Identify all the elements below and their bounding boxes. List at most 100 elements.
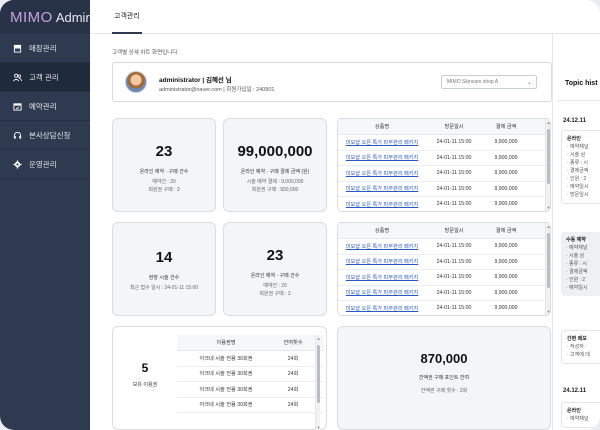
table-row: 미모샵 오픈 특가 피부관리 패키지 24-01-11 15:00 9,900,00… bbox=[338, 239, 550, 255]
sidebar-item-reservations[interactable]: 예약관리 bbox=[0, 92, 90, 121]
payment-amount: 9,900,000 bbox=[494, 258, 518, 265]
product-link[interactable]: 미모샵 오픈 특가 피부관리 패키지 bbox=[345, 155, 419, 162]
visit-datetime: 24-01-11 15:00 bbox=[436, 201, 472, 208]
topic-card-online-2[interactable]: 온라인 · 예약채널 bbox=[561, 402, 600, 428]
table-scrollbar[interactable]: ▲ ▼ bbox=[315, 335, 320, 430]
payment-amount: 9,900,000 bbox=[494, 185, 518, 192]
scroll-up-icon[interactable]: ▲ bbox=[546, 120, 551, 125]
column-header: 결제 금액 bbox=[495, 228, 517, 234]
app-logo[interactable]: MIMO Admin bbox=[0, 0, 93, 34]
product-link[interactable]: 미모샵 오픈 특가 피부관리 패키지 bbox=[345, 259, 419, 266]
scroll-thumb[interactable] bbox=[547, 129, 550, 185]
payment-amount: 9,900,000 bbox=[494, 243, 518, 250]
table-header: 상품명 방문일시 결제 금액 bbox=[338, 119, 550, 135]
product-link[interactable]: 미모샵 오픈 특가 피부관리 패키지 bbox=[345, 290, 419, 297]
topic-line: · 종류 : 시 bbox=[567, 160, 589, 166]
stat-sub: 회원권 구매 : 900,000 bbox=[251, 187, 299, 193]
table-row: 미모샵 오픈 특가 피부관리 패키지 24-01-11 15:00 9,900,00… bbox=[338, 151, 550, 166]
shop-select-value: MIMO Skincare shop A bbox=[447, 79, 499, 85]
table-header: 상품명 방문일시 결제 금액 bbox=[338, 223, 550, 239]
topic-line: · 종류 : 시 bbox=[566, 261, 588, 267]
topic-card-title: 수동 예약 bbox=[566, 237, 586, 243]
topic-line: · 예약채널 bbox=[567, 416, 589, 422]
topic-line: · 예약채널 bbox=[566, 245, 588, 251]
sidebar-item-label: 예약관리 bbox=[29, 101, 57, 111]
table-scrollbar[interactable]: ▲ ▼ bbox=[545, 223, 550, 315]
table-row: 아크네 시술 전용 30회권 24회 bbox=[177, 382, 324, 398]
scroll-thumb[interactable] bbox=[547, 233, 550, 289]
table-row: 미모샵 오픈 특가 피부관리 패키지 24-01-11 15:00 9,900,00… bbox=[338, 197, 550, 211]
table-row: 아크네 시술 전용 30회권 24회 bbox=[177, 398, 324, 413]
sidebar-item-label: 운영관리 bbox=[29, 159, 57, 169]
topic-card-online[interactable]: 온라인 · 예약채널 · 시술 상 · 종류 : 시 · 결제금액 · 인원 :… bbox=[561, 130, 600, 204]
scroll-down-icon[interactable]: ▼ bbox=[546, 309, 551, 314]
stat-value: 23 bbox=[155, 143, 173, 160]
topic-date: 24.12.11 bbox=[563, 118, 587, 124]
tab-customer-management[interactable]: 고객관리 bbox=[112, 0, 142, 34]
reservation-table-2: 상품명 방문일시 결제 금액 미모샵 오픈 특가 피부관리 패키지 24-01-1… bbox=[337, 222, 551, 316]
points-value: 870,000 bbox=[420, 351, 468, 366]
column-header: 방문일시 bbox=[444, 124, 464, 130]
sidebar-item-customers[interactable]: 고객 관리 bbox=[0, 63, 90, 92]
payment-amount: 9,900,000 bbox=[494, 154, 518, 161]
product-link[interactable]: 미모샵 오픈 특가 피부관리 패키지 bbox=[345, 186, 419, 193]
table-row: 미모샵 오픈 특가 피부관리 패키지 24-01-11 15:00 9,900,00… bbox=[338, 301, 550, 315]
column-header: 결제 금액 bbox=[495, 124, 517, 130]
product-link[interactable]: 미모샵 오픈 특가 피부관리 패키지 bbox=[345, 201, 419, 208]
usage-table: 이용권명 잔여횟수 아크네 시술 전용 30회권 24회 아크네 시술 전용 30… bbox=[177, 335, 324, 430]
column-header: 상품명 bbox=[374, 228, 390, 234]
scroll-down-icon[interactable]: ▼ bbox=[546, 205, 551, 210]
headset-icon bbox=[12, 130, 22, 140]
scroll-down-icon[interactable]: ▼ bbox=[316, 425, 321, 430]
sidebar-item-label: 고객 관리 bbox=[29, 72, 59, 82]
payment-amount: 9,900,000 bbox=[494, 170, 518, 177]
shop-select[interactable]: MIMO Skincare shop A ⌄ bbox=[441, 75, 537, 89]
stat-sub: 회원권 구매 : 3 bbox=[148, 187, 180, 193]
topic-line: · 방문일시 bbox=[567, 192, 589, 198]
table-scrollbar[interactable]: ▲ ▼ bbox=[545, 119, 550, 211]
topic-card-title: 온라인 bbox=[567, 408, 581, 414]
product-link[interactable]: 미모샵 오픈 특가 피부관리 패키지 bbox=[345, 243, 419, 250]
product-link[interactable]: 미모샵 오픈 특가 피부관리 패키지 bbox=[345, 305, 419, 312]
visit-datetime: 24-01-11 15:00 bbox=[436, 274, 472, 281]
points-sub: 잔액권 구매 횟수 : 2회 bbox=[420, 388, 468, 394]
membership-card: 5 보유 이용권 이용권명 잔여횟수 아크네 시술 전용 30회권 24회 아크네… bbox=[112, 326, 327, 430]
stat-card-onsite-count: 14 현장 시술 건수 최근 접수 일시 : 24-01-11 15:00 bbox=[112, 222, 216, 316]
sidebar-nav: 매장관리 고객 관리 예약관리 본사상담신청 bbox=[0, 34, 90, 179]
stat-sub: 회원권 구매 : 3 bbox=[259, 291, 291, 297]
scroll-thumb[interactable] bbox=[317, 345, 320, 403]
stat-value: 14 bbox=[155, 249, 173, 266]
sidebar-item-operations[interactable]: 운영관리 bbox=[0, 150, 90, 179]
product-link[interactable]: 미모샵 오픈 특가 피부관리 패키지 bbox=[345, 170, 419, 177]
logo-text-mimo: MIMO bbox=[10, 8, 53, 26]
topic-card-title: 간편 메모 bbox=[567, 336, 587, 342]
payment-amount: 9,900,000 bbox=[494, 139, 518, 146]
product-link[interactable]: 미모샵 오픈 특가 피부관리 패키지 bbox=[345, 274, 419, 281]
payment-amount: 9,900,000 bbox=[494, 289, 518, 296]
gear-icon bbox=[12, 159, 22, 169]
reservation-table-1: 상품명 방문일시 결제 금액 미모샵 오픈 특가 피부관리 패키지 24-01-1… bbox=[337, 118, 551, 212]
topic-line: · 시술 상 bbox=[566, 253, 585, 259]
topic-card-manual[interactable]: 수동 예약 · 예약채널 · 시술 상 · 종류 : 시 · 결제금액 · 인원… bbox=[561, 232, 600, 296]
payment-amount: 9,900,000 bbox=[494, 305, 518, 312]
table-header: 이용권명 잔여횟수 bbox=[177, 335, 324, 351]
stat-card-online-count: 23 온라인 예약 · 구매 건수 예약건 : 20 회원권 구매 : 3 bbox=[112, 118, 216, 212]
scroll-up-icon[interactable]: ▲ bbox=[316, 336, 321, 341]
visit-datetime: 24-01-11 15:00 bbox=[436, 154, 472, 161]
stat-label: 온라인 예약 · 구매 건수 bbox=[139, 169, 189, 175]
visit-datetime: 24-01-11 15:00 bbox=[436, 139, 472, 146]
topic-date: 24.12.11 bbox=[563, 388, 587, 394]
sidebar-item-consulting[interactable]: 본사상담신청 bbox=[0, 121, 90, 150]
scroll-up-icon[interactable]: ▲ bbox=[546, 224, 551, 229]
remaining-count: 24회 bbox=[287, 386, 299, 393]
topic-card-title: 온라인 bbox=[567, 136, 581, 142]
table-row: 미모샵 오픈 특가 피부관리 패키지 24-01-11 15:00 9,900,00… bbox=[338, 286, 550, 301]
product-link[interactable]: 미모샵 오픈 특가 피부관리 패키지 bbox=[345, 139, 419, 146]
main-content: 고객관리 고객별 상세 차트 화면입니다. administrator | 김혜… bbox=[90, 0, 600, 430]
pass-name: 아크네 시술 전용 30회권 bbox=[199, 386, 253, 393]
column-header: 방문일시 bbox=[444, 228, 464, 234]
stat-label: 온라인 예약 · 구매 결제 금액 (원) bbox=[240, 169, 310, 175]
topic-card-memo[interactable]: 간편 메모 · 작성자 : · 고객에 대 bbox=[561, 330, 600, 364]
sidebar-item-store[interactable]: 매장관리 bbox=[0, 34, 90, 63]
